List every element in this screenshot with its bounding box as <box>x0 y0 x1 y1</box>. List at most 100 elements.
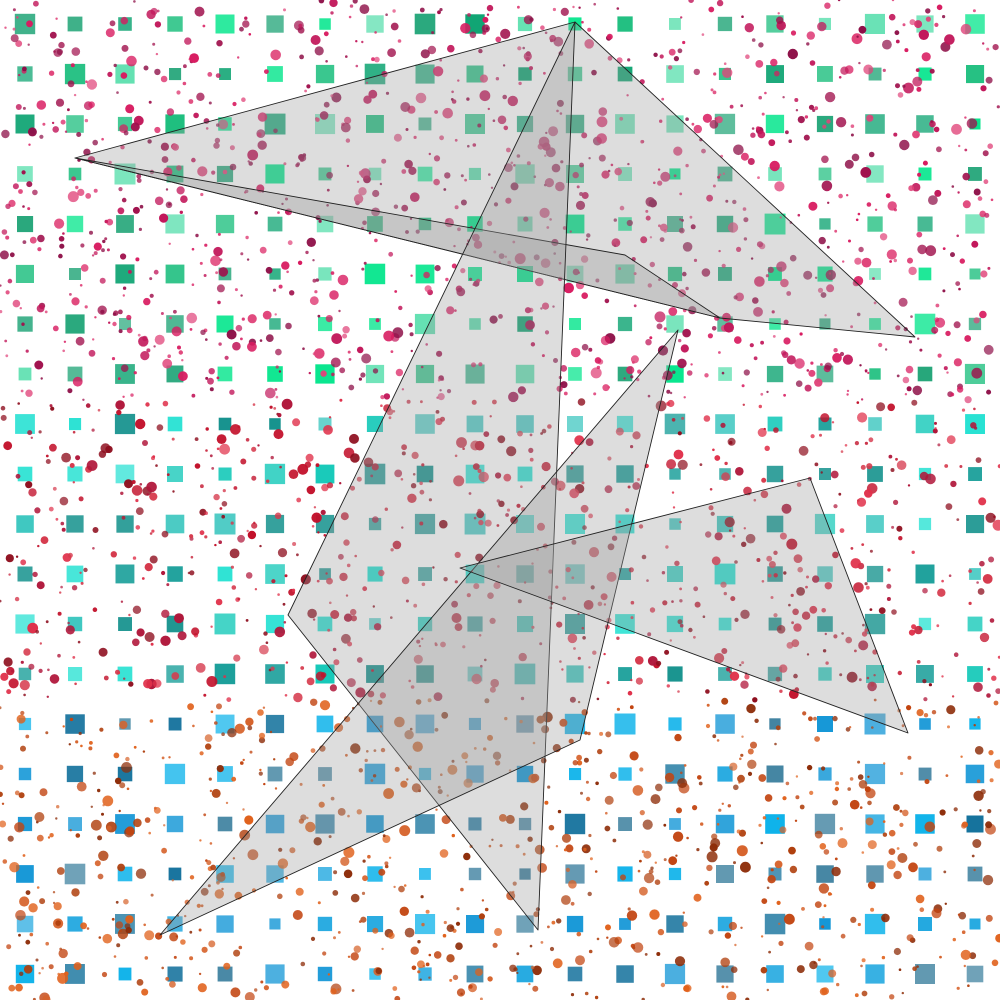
scatter-dot <box>523 216 529 222</box>
scatter-dot <box>607 169 611 173</box>
grid-square <box>215 14 235 34</box>
scatter-dot <box>118 809 121 813</box>
scatter-dot <box>961 408 966 412</box>
scatter-dot <box>296 497 302 503</box>
scatter-dot <box>924 821 936 833</box>
scatter-dot <box>864 370 868 373</box>
scatter-dot <box>744 23 754 33</box>
scatter-dot <box>105 28 115 38</box>
scatter-dot <box>972 9 976 13</box>
scatter-dot <box>25 939 31 945</box>
scatter-dot <box>434 727 439 732</box>
scatter-dot <box>911 550 915 554</box>
scatter-dot <box>489 686 496 693</box>
scatter-dot <box>373 623 382 631</box>
scatter-dot <box>344 116 352 124</box>
scatter-dot <box>656 660 662 667</box>
scatter-dot <box>80 243 85 248</box>
scatter-dot <box>76 781 87 792</box>
scatter-dot <box>119 720 128 730</box>
scatter-dot <box>192 724 195 728</box>
scatter-dot <box>274 313 277 316</box>
scatter-dot <box>672 370 676 374</box>
scatter-dot <box>944 34 955 45</box>
scatter-dot <box>657 928 665 936</box>
scatter-dot <box>415 699 422 705</box>
scatter-dot <box>916 86 922 92</box>
scatter-dot <box>867 775 870 778</box>
scatter-dot <box>433 951 442 959</box>
scatter-dot <box>26 20 33 28</box>
scatter-dot <box>758 42 764 48</box>
scatter-dot <box>770 58 778 67</box>
scatter-dot <box>627 907 631 911</box>
scatter-dot <box>850 124 855 128</box>
scatter-dot <box>485 27 489 31</box>
scatter-dot <box>820 363 823 366</box>
scatter-dot <box>143 923 146 927</box>
scatter-dot <box>962 200 971 209</box>
scatter-dot <box>997 655 1000 659</box>
scatter-dot <box>275 348 282 356</box>
scatter-dot <box>209 387 214 392</box>
scatter-dot <box>428 498 432 502</box>
scatter-dot <box>896 847 900 850</box>
scatter-dot <box>401 204 409 212</box>
scatter-dot <box>73 962 82 971</box>
scatter-dot <box>709 488 713 491</box>
scatter-dot <box>781 503 792 514</box>
scatter-dot <box>442 107 454 119</box>
scatter-dot <box>923 713 929 718</box>
scatter-dot <box>277 211 280 214</box>
scatter-dot <box>572 760 578 766</box>
grid-square <box>218 417 232 431</box>
scatter-dot <box>394 766 400 772</box>
scatter-dot <box>587 891 592 897</box>
scatter-dot <box>533 911 540 918</box>
grid-square <box>766 515 784 533</box>
grid-square <box>217 966 233 982</box>
scatter-dot <box>842 260 845 263</box>
scatter-dot <box>776 817 780 820</box>
scatter-dot <box>22 106 26 110</box>
scatter-dot <box>207 377 214 385</box>
scatter-dot <box>674 560 680 566</box>
scatter-dot <box>560 365 568 372</box>
scatter-dot <box>822 649 827 653</box>
scatter-dot <box>581 132 588 139</box>
scatter-dot <box>120 600 124 603</box>
scatter-dot <box>468 492 472 495</box>
scatter-dot <box>469 31 477 39</box>
scatter-dot <box>973 317 980 324</box>
scatter-dot <box>740 926 743 929</box>
scatter-dot <box>571 539 577 545</box>
scatter-dot <box>207 72 213 77</box>
scatter-dot <box>584 991 589 996</box>
scatter-dot <box>113 752 120 759</box>
grid-square <box>568 367 582 381</box>
grid-square <box>418 567 432 581</box>
scatter-dot <box>123 677 126 680</box>
scatter-dot <box>315 117 320 122</box>
scatter-dot <box>108 160 112 164</box>
scatter-dot <box>606 936 609 939</box>
scatter-dot <box>787 48 798 60</box>
scatter-dot <box>581 192 589 199</box>
grid-square <box>667 566 683 582</box>
scatter-dot <box>474 440 485 451</box>
scatter-dot <box>0 706 2 710</box>
scatter-dot <box>120 364 129 373</box>
scatter-dot <box>8 678 19 689</box>
scatter-dot <box>302 153 307 157</box>
scatter-dot <box>433 178 440 186</box>
scatter-dot <box>28 488 37 497</box>
scatter-dot <box>743 527 746 530</box>
scatter-dot <box>103 675 109 681</box>
scatter-dot <box>130 393 134 397</box>
scatter-dot <box>953 321 961 329</box>
scatter-dot <box>22 66 27 72</box>
scatter-dot <box>814 276 818 279</box>
scatter-dot <box>343 846 355 858</box>
grid-square <box>415 814 435 834</box>
